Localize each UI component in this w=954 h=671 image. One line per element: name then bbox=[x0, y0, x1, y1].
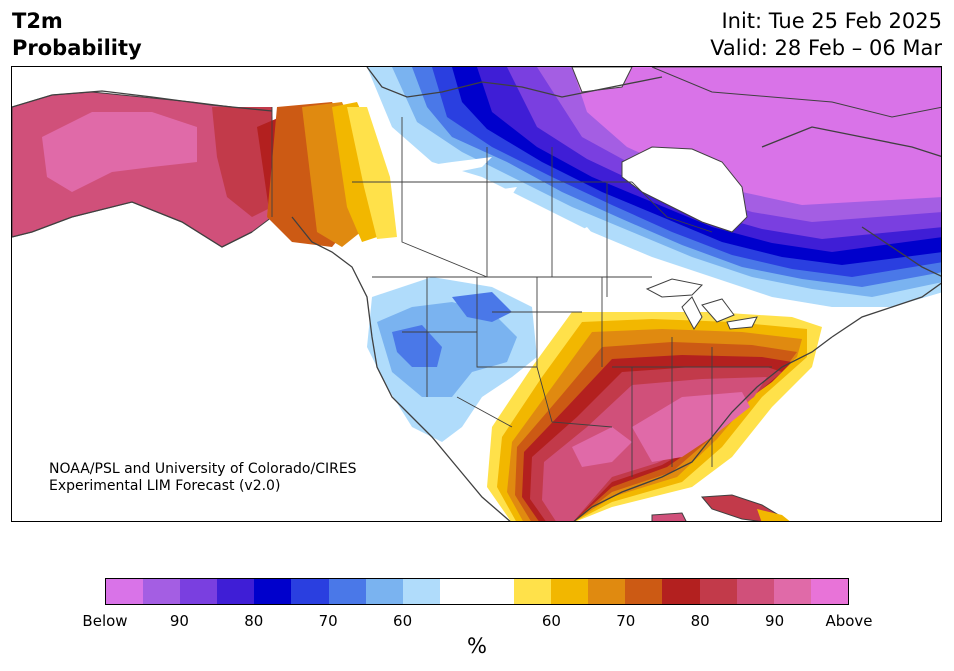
colorbar-segment bbox=[439, 579, 477, 604]
cuba-caribbean bbox=[651, 494, 790, 521]
title-variable: T2m bbox=[12, 9, 63, 33]
colorbar-segment bbox=[625, 579, 663, 604]
eastern-us-warm bbox=[487, 278, 822, 521]
colorbar-segment bbox=[254, 579, 292, 604]
colorbar-segment bbox=[328, 579, 366, 604]
colorbar-segment bbox=[810, 579, 848, 604]
canada-cold-band bbox=[367, 67, 941, 307]
colorbar-segment bbox=[514, 579, 552, 604]
colorbar-tick-label: Below bbox=[82, 612, 128, 630]
colorbar-tick-label: 70 bbox=[616, 612, 636, 630]
colorbar bbox=[105, 578, 849, 605]
valid-range: Valid: 28 Feb – 06 Mar bbox=[710, 36, 942, 60]
colorbar-segment bbox=[291, 579, 329, 604]
colorbar-segment bbox=[699, 579, 737, 604]
colorbar-tick-label: 60 bbox=[541, 612, 561, 630]
forecast-credit: NOAA/PSL and University of Colorado/CIRE… bbox=[49, 461, 357, 495]
colorbar-tick-label: 90 bbox=[765, 612, 785, 630]
colorbar-segment bbox=[402, 579, 440, 604]
colorbar-segment bbox=[662, 579, 700, 604]
coastlines bbox=[12, 67, 941, 521]
colorbar-tick-label: 80 bbox=[244, 612, 264, 630]
colorbar-segment bbox=[736, 579, 774, 604]
map-panel bbox=[11, 66, 942, 522]
colorbar-segment bbox=[217, 579, 255, 604]
credit-model: Experimental LIM Forecast (v2.0) bbox=[49, 478, 281, 494]
political-boundaries bbox=[271, 107, 772, 477]
alaska-landmass bbox=[12, 91, 307, 248]
colorbar-segment bbox=[143, 579, 181, 604]
init-date: Init: Tue 25 Feb 2025 bbox=[721, 9, 942, 33]
colorbar-segment bbox=[106, 579, 144, 604]
colorbar-segment bbox=[365, 579, 403, 604]
colorbar-tick-label: Above bbox=[825, 612, 873, 630]
colorbar-unit: % bbox=[467, 634, 487, 658]
colorbar-segment bbox=[476, 579, 515, 604]
colorbar-segment bbox=[180, 579, 218, 604]
credit-institution: NOAA/PSL and University of Colorado/CIRE… bbox=[49, 461, 357, 477]
western-canada-warm bbox=[267, 102, 397, 247]
colorbar-tick-label: 70 bbox=[318, 612, 338, 630]
colorbar-segment bbox=[773, 579, 811, 604]
colorbar-segment bbox=[588, 579, 626, 604]
colorbar-tick-label: 60 bbox=[393, 612, 413, 630]
map-title: T2m Probability bbox=[12, 8, 142, 62]
western-us-cold bbox=[367, 277, 537, 442]
colorbar-tick-label: 90 bbox=[169, 612, 189, 630]
colorbar-tick-label: 80 bbox=[690, 612, 710, 630]
title-type: Probability bbox=[12, 36, 142, 60]
probability-map bbox=[12, 67, 941, 521]
colorbar-segment bbox=[551, 579, 589, 604]
forecast-dates: Init: Tue 25 Feb 2025 Valid: 28 Feb – 06… bbox=[710, 8, 942, 62]
